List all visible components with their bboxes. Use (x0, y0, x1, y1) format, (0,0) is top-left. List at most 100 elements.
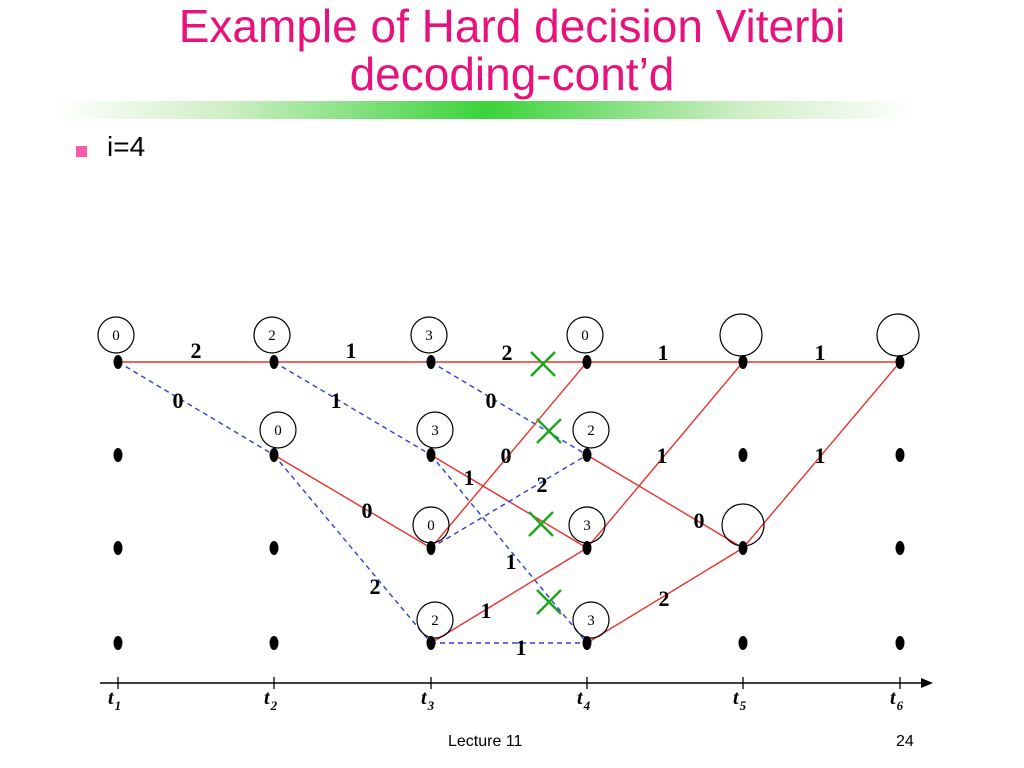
state-node (582, 355, 592, 369)
state-node (113, 355, 123, 369)
branch-solid (430, 547, 588, 644)
state-node (113, 448, 123, 462)
branch-metric-label: 1 (516, 635, 527, 660)
time-label: t1 (108, 687, 121, 713)
branch-solid (430, 361, 588, 549)
time-label: t3 (421, 687, 435, 713)
path-metric-value: 3 (431, 423, 439, 439)
path-metric-circle (719, 313, 763, 357)
branch-metric-label: 0 (694, 508, 705, 533)
time-subscript: 4 (583, 698, 591, 713)
bullet-square-icon (76, 146, 87, 157)
state-node (895, 355, 905, 369)
path-metric-circle (97, 316, 135, 354)
state-node (269, 355, 279, 369)
branch-metric-label: 2 (370, 574, 381, 599)
slide-title: Example of Hard decision Viterbi decodin… (0, 2, 1024, 98)
branch-solid (742, 361, 901, 549)
branch-solid (586, 454, 744, 549)
time-label: t5 (733, 687, 747, 713)
branch-metric-label: 0 (486, 388, 497, 413)
branch-metric-label: 1 (815, 340, 826, 365)
branch-metric-label: 2 (502, 340, 513, 365)
branch-metric-label: 1 (506, 549, 517, 574)
state-node (269, 636, 279, 650)
state-node (113, 636, 123, 650)
time-subscript: 5 (740, 698, 747, 713)
branch-metric-label: 0 (362, 498, 373, 523)
branch-metric-label: 1 (481, 598, 492, 623)
time-subscript: 3 (427, 698, 435, 713)
path-metric-circle (721, 503, 765, 547)
path-metric-circle (876, 313, 920, 357)
path-metric-value: 3 (587, 613, 595, 629)
state-node (426, 355, 436, 369)
state-node (582, 541, 592, 555)
branch-dashed (430, 361, 588, 456)
title-underline (55, 101, 915, 119)
bullet-text: i=4 (107, 131, 146, 162)
time-subscript: 1 (115, 698, 122, 713)
path-metric-circle (410, 316, 448, 354)
time-label: t4 (577, 687, 591, 713)
branch-dashed (273, 454, 432, 644)
branch-dashed (430, 454, 588, 644)
branch-metric-label: 0 (173, 388, 184, 413)
state-node (738, 636, 748, 650)
path-metric-value: 0 (427, 518, 435, 534)
path-metric-circle (572, 601, 610, 639)
state-node (738, 448, 748, 462)
discard-x-icon (528, 511, 554, 537)
branch-metric-label: 1 (346, 338, 357, 363)
state-node (582, 636, 592, 650)
path-metric-value: 2 (587, 423, 595, 439)
state-node (113, 541, 123, 555)
path-metric-value: 3 (425, 328, 433, 344)
time-subscript: 2 (270, 698, 278, 713)
path-metric-circle (253, 316, 291, 354)
branch-metric-label: 2 (191, 338, 202, 363)
path-metric-circle (259, 411, 297, 449)
state-node (738, 541, 748, 555)
time-subscript: 6 (897, 698, 904, 713)
branch-metric-label: 2 (659, 586, 670, 611)
branch-solid (586, 361, 744, 549)
state-node (895, 636, 905, 650)
path-metric-circle (566, 316, 604, 354)
path-metric-circle (572, 411, 610, 449)
branch-dashed (273, 361, 432, 456)
path-metric-value: 0 (274, 423, 282, 439)
path-metric-value: 0 (581, 328, 589, 344)
branch-dashed (430, 454, 588, 549)
branch-metric-label: 0 (501, 443, 512, 468)
footer-lecture: Lecture 11 (448, 733, 523, 750)
time-label: t2 (264, 687, 278, 713)
branch-metric-label: 1 (657, 443, 668, 468)
branch-dashed (117, 361, 275, 456)
branch-solid (586, 547, 744, 644)
footer-page-number: 24 (896, 733, 914, 750)
time-label: t6 (890, 687, 904, 713)
path-metric-value: 2 (431, 613, 439, 629)
branch-metric-label: 1 (815, 443, 826, 468)
path-metric-circle (416, 411, 454, 449)
time-axis: t1 t2 t3 t4 t5 t6 (100, 677, 933, 713)
slide-title-line1: Example of Hard decision Viterbi (178, 0, 846, 52)
state-node (269, 448, 279, 462)
branch-layer (117, 361, 901, 644)
state-node (738, 355, 748, 369)
state-node (895, 448, 905, 462)
path-metric-value: 2 (268, 328, 276, 344)
discard-x-icon (530, 351, 556, 377)
discard-x-icon (536, 589, 562, 615)
axis-arrow-icon (921, 678, 933, 688)
state-node (426, 636, 436, 650)
branch-solid (273, 454, 432, 549)
slide-title-line2: decoding-cont’d (349, 48, 675, 100)
path-metric-value: 0 (112, 328, 120, 344)
branch-metric-label: 1 (464, 465, 475, 490)
state-node (426, 541, 436, 555)
